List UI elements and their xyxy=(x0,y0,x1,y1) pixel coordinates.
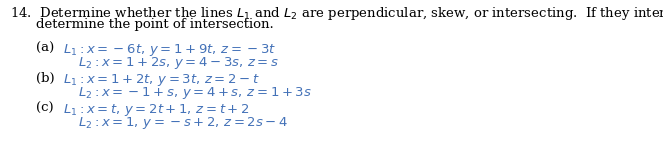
Text: (a): (a) xyxy=(36,42,55,55)
Text: 14.  Determine whether the lines $L_1$ and $L_2$ are perpendicular, skew, or int: 14. Determine whether the lines $L_1$ an… xyxy=(10,5,663,22)
Text: $L_1 : x = 1 + 2t,\, y = 3t,\, z = 2 - t$: $L_1 : x = 1 + 2t,\, y = 3t,\, z = 2 - t… xyxy=(63,72,260,88)
Text: $L_2 : x = 1 + 2s,\, y = 4 - 3s,\, z = s$: $L_2 : x = 1 + 2s,\, y = 4 - 3s,\, z = s… xyxy=(78,55,280,71)
Text: $L_1 : x = t,\, y = 2t + 1,\, z = t + 2$: $L_1 : x = t,\, y = 2t + 1,\, z = t + 2$ xyxy=(63,102,250,118)
Text: (c): (c) xyxy=(36,102,54,115)
Text: $L_2 : x = 1,\, y = -s + 2,\, z = 2s - 4$: $L_2 : x = 1,\, y = -s + 2,\, z = 2s - 4… xyxy=(78,115,288,131)
Text: $L_2 : x = -1 + s,\, y = 4 + s,\, z = 1 + 3s$: $L_2 : x = -1 + s,\, y = 4 + s,\, z = 1 … xyxy=(78,85,312,101)
Text: determine the point of intersection.: determine the point of intersection. xyxy=(36,18,274,31)
Text: (b): (b) xyxy=(36,72,55,85)
Text: $L_1 : x = -6t,\, y = 1 + 9t,\, z = -3t$: $L_1 : x = -6t,\, y = 1 + 9t,\, z = -3t$ xyxy=(63,42,276,58)
